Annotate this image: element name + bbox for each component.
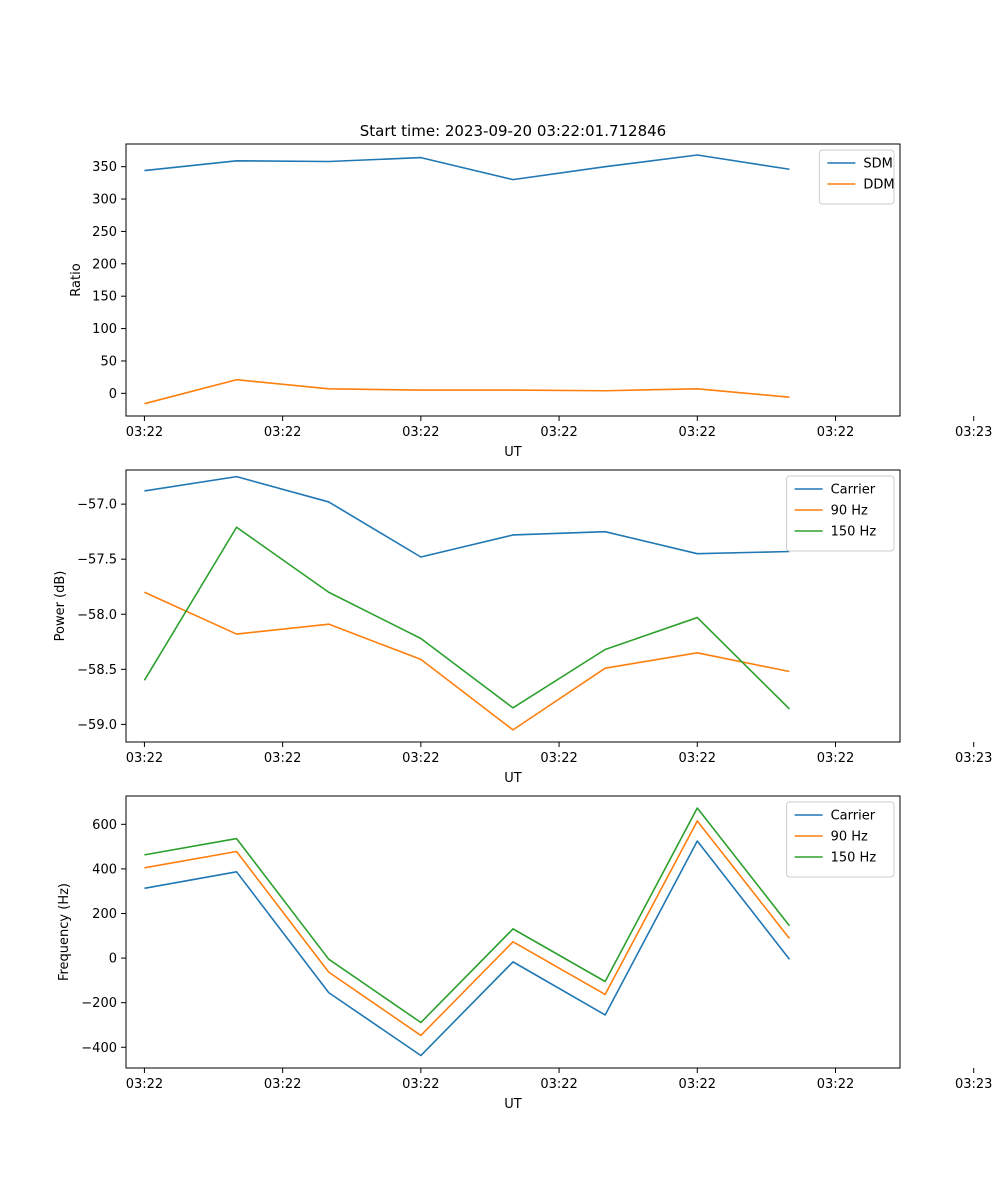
subplot-1-axes-frame <box>125 143 901 417</box>
subplots: 03:22 03:22 03:22 03:22 03:22 03:22 03:23 0 50 10… <box>53 143 992 1112</box>
subplot-3-series-group <box>144 807 791 1057</box>
subplot-2-line-90-hz <box>144 591 790 731</box>
subplot-3-x-tick-label: 03:22 <box>402 1077 439 1092</box>
subplot-3-y-tick-label: 600 <box>92 818 117 833</box>
subplot-1-x-tick-label: 03:22 <box>126 425 163 440</box>
subplot-3: 03:22 03:22 03:22 03:22 03:22 03:22 03:23 −400 −… <box>57 795 992 1112</box>
subplot-3-x-tick-label: 03:22 <box>817 1077 854 1092</box>
subplot-3-legend-label: 90 Hz <box>831 830 868 845</box>
subplot-2-x-axis-label: UT <box>504 771 522 786</box>
subplot-2: 03:22 03:22 03:22 03:22 03:22 03:22 03:23 −57.0… <box>53 469 992 786</box>
subplot-1-y-tick-label: 0 <box>109 387 117 402</box>
subplot-2-y-axis-label: Power (dB) <box>53 571 68 642</box>
subplot-2-y-tick-label: −58.0 <box>77 608 117 623</box>
subplot-1-x-axis-label: UT <box>504 445 522 460</box>
subplot-3-line-90-hz <box>144 820 791 1037</box>
subplot-1-x-tick-label: 03:22 <box>264 425 301 440</box>
subplot-2-line-150-hz <box>143 526 790 710</box>
subplot-2-x-tick-label: 03:22 <box>264 751 301 766</box>
subplot-1-y-tick-label: 50 <box>100 354 117 369</box>
subplot-2-series-group <box>143 475 790 731</box>
subplot-1-line-ddm <box>144 378 790 405</box>
subplot-1-y-axis-label: Ratio <box>69 263 84 296</box>
subplot-2-y-tick-label: −57.5 <box>77 553 117 568</box>
subplot-1-y-tick-label: 350 <box>92 160 117 175</box>
subplot-3-legend: Carrier 90 Hz 150 Hz <box>786 801 895 878</box>
subplot-2-legend-label: 150 Hz <box>831 525 877 540</box>
subplot-2-y-tick-label: −58.5 <box>77 663 117 678</box>
subplot-3-line-150-hz <box>144 807 791 1024</box>
subplot-1-y-tick-label: 250 <box>92 225 117 240</box>
subplot-3-legend-label: Carrier <box>831 809 876 824</box>
subplot-3-x-tick-label: 03:22 <box>264 1077 301 1092</box>
subplot-3-y-tick-label: 0 <box>109 952 117 967</box>
subplot-2-x-tick-label: 03:22 <box>540 751 577 766</box>
subplot-1-line-sdm <box>144 154 790 181</box>
subplot-1-series-group <box>144 154 790 405</box>
subplot-3-x-tick-label: 03:23 <box>955 1077 992 1092</box>
subplot-1-legend-label: SDM <box>863 157 892 172</box>
subplot-1-y-tick-label: 200 <box>92 257 117 272</box>
subplot-1-x-tick-label: 03:22 <box>679 425 716 440</box>
subplot-2-x-tick-label: 03:22 <box>679 751 716 766</box>
subplot-2-x-tick-label: 03:22 <box>126 751 163 766</box>
subplot-1-x-tick-label: 03:23 <box>955 425 992 440</box>
subplot-1-x-tick-label: 03:22 <box>817 425 854 440</box>
subplot-2-axes-frame <box>125 469 901 743</box>
subplot-2-x-tick-label: 03:22 <box>402 751 439 766</box>
subplot-3-x-tick-label: 03:22 <box>679 1077 716 1092</box>
subplot-3-x-tick-label: 03:22 <box>540 1077 577 1092</box>
subplot-1: 03:22 03:22 03:22 03:22 03:22 03:22 03:23 0 50 10… <box>69 143 992 460</box>
subplot-1-x-tick-label: 03:22 <box>540 425 577 440</box>
subplot-2-legend-label: 90 Hz <box>831 504 868 519</box>
subplot-3-axes-frame <box>125 795 901 1069</box>
subplot-2-line-carrier <box>144 475 790 558</box>
subplot-2-legend-box <box>786 475 895 552</box>
subplot-2-x-tick-label: 03:23 <box>955 751 992 766</box>
subplot-3-y-tick-label: 200 <box>92 907 117 922</box>
subplot-3-y-axis-label: Frequency (Hz) <box>57 883 72 981</box>
subplot-3-legend-label: 150 Hz <box>831 851 877 866</box>
subplot-3-y-tick-label: −400 <box>81 1041 117 1056</box>
subplot-2-y-tick-label: −59.0 <box>77 718 117 733</box>
subplot-3-line-carrier <box>144 840 791 1057</box>
subplot-1-x-tick-label: 03:22 <box>402 425 439 440</box>
subplot-1-legend: SDM DDM <box>818 149 895 205</box>
subplot-3-x-tick-label: 03:22 <box>126 1077 163 1092</box>
subplot-2-legend: Carrier 90 Hz 150 Hz <box>786 475 895 552</box>
subplot-2-legend-label: Carrier <box>831 483 876 498</box>
subplot-3-x-axis-label: UT <box>504 1097 522 1112</box>
subplot-1-y-tick-label: 150 <box>92 290 117 305</box>
subplot-1-y-tick-label: 300 <box>92 193 117 208</box>
subplot-2-x-tick-label: 03:22 <box>817 751 854 766</box>
subplot-2-y-tick-label: −57.0 <box>77 498 117 513</box>
subplot-1-y-tick-label: 100 <box>92 322 117 337</box>
figure-title: Start time: 2023-09-20 03:22:01.712846 <box>360 122 666 140</box>
subplot-3-y-tick-label: 400 <box>92 862 117 877</box>
subplot-3-legend-box <box>786 801 895 878</box>
subplot-1-legend-label: DDM <box>863 178 894 193</box>
subplot-3-y-tick-label: −200 <box>81 996 117 1011</box>
